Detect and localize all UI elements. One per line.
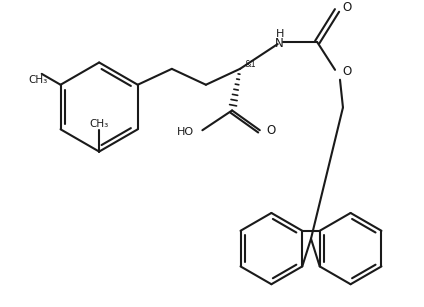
Text: &1: &1 xyxy=(245,60,257,69)
Text: N: N xyxy=(275,37,284,50)
Text: H: H xyxy=(276,29,284,39)
Text: HO: HO xyxy=(177,127,195,137)
Text: O: O xyxy=(267,124,276,137)
Text: CH₃: CH₃ xyxy=(89,119,109,129)
Text: O: O xyxy=(342,65,351,78)
Text: O: O xyxy=(342,1,351,14)
Text: CH₃: CH₃ xyxy=(28,75,47,85)
